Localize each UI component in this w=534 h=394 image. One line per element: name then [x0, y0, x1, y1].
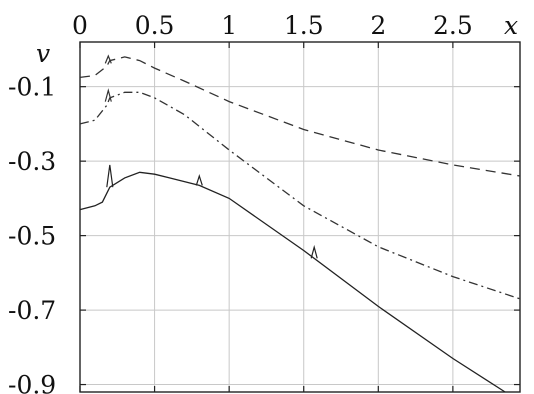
y-tick-label-2: -0.5	[8, 222, 56, 251]
series-spike-4	[310, 244, 318, 259]
series-line-1	[79, 91, 521, 300]
x-tick-label-1: 0.5	[135, 11, 175, 40]
x-tick-label-4: 2	[370, 11, 386, 40]
y-tick-label-0: -0.1	[8, 73, 56, 102]
x-tick-label-2: 1	[221, 11, 237, 40]
y-tick-label-3: -0.7	[8, 296, 56, 325]
x-tick-label-3: 1.5	[284, 11, 324, 40]
series-spike-2	[104, 54, 112, 64]
y-axis-label: v	[36, 39, 50, 68]
x-tick-label-0: 0	[72, 11, 88, 40]
series-line-0	[79, 56, 521, 177]
x-axis-label: x	[504, 11, 518, 40]
series-spike-1	[104, 88, 112, 102]
x-tick-label-5: 2.5	[433, 11, 473, 40]
series-spike-3	[195, 174, 203, 186]
y-tick-label-1: -0.3	[8, 147, 56, 176]
series-line-2	[79, 171, 506, 393]
plot-frame	[79, 41, 521, 393]
series-spike-0	[106, 164, 114, 188]
y-tick-label-4: -0.9	[8, 371, 56, 394]
